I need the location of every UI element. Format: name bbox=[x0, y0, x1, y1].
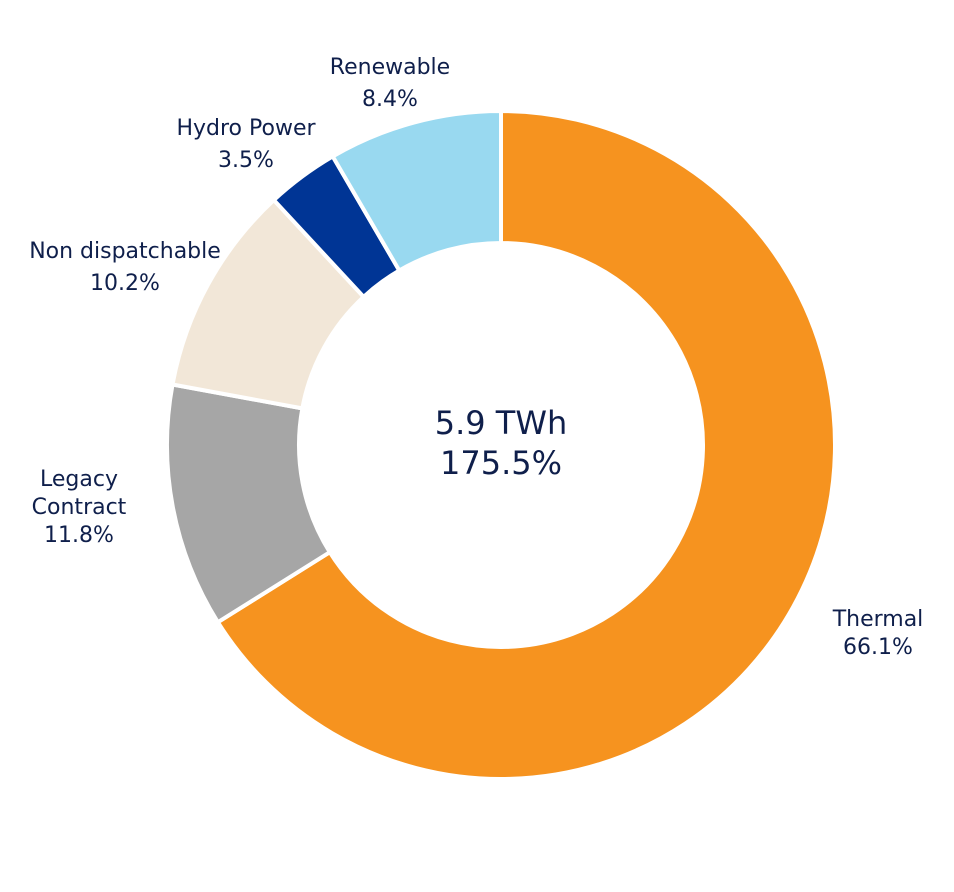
label-value-legacy-contract: 11.8% bbox=[44, 523, 114, 548]
donut-slices bbox=[165, 109, 837, 781]
label-value-non-dispatchable: 10.2% bbox=[90, 271, 160, 296]
slice-thermal bbox=[215, 109, 837, 781]
center-percent-label: 175.5% bbox=[440, 444, 562, 482]
label-name-hydro-power: Hydro Power bbox=[176, 116, 316, 141]
slice-renewable bbox=[330, 109, 503, 273]
label-name-legacy-contract-2: Contract bbox=[32, 495, 127, 520]
label-value-hydro-power: 3.5% bbox=[218, 148, 274, 173]
label-name-legacy-contract-1: Legacy bbox=[40, 467, 118, 492]
label-name-thermal: Thermal bbox=[832, 607, 924, 632]
label-name-renewable: Renewable bbox=[330, 55, 450, 80]
label-value-renewable: 8.4% bbox=[362, 87, 418, 112]
slice-labels: Thermal 66.1% Legacy Contract 11.8% Non dispa… bbox=[29, 55, 923, 660]
label-name-non-dispatchable: Non dispatchable bbox=[29, 239, 221, 264]
label-value-thermal: 66.1% bbox=[843, 635, 913, 660]
center-total-label: 5.9 TWh bbox=[435, 404, 568, 442]
